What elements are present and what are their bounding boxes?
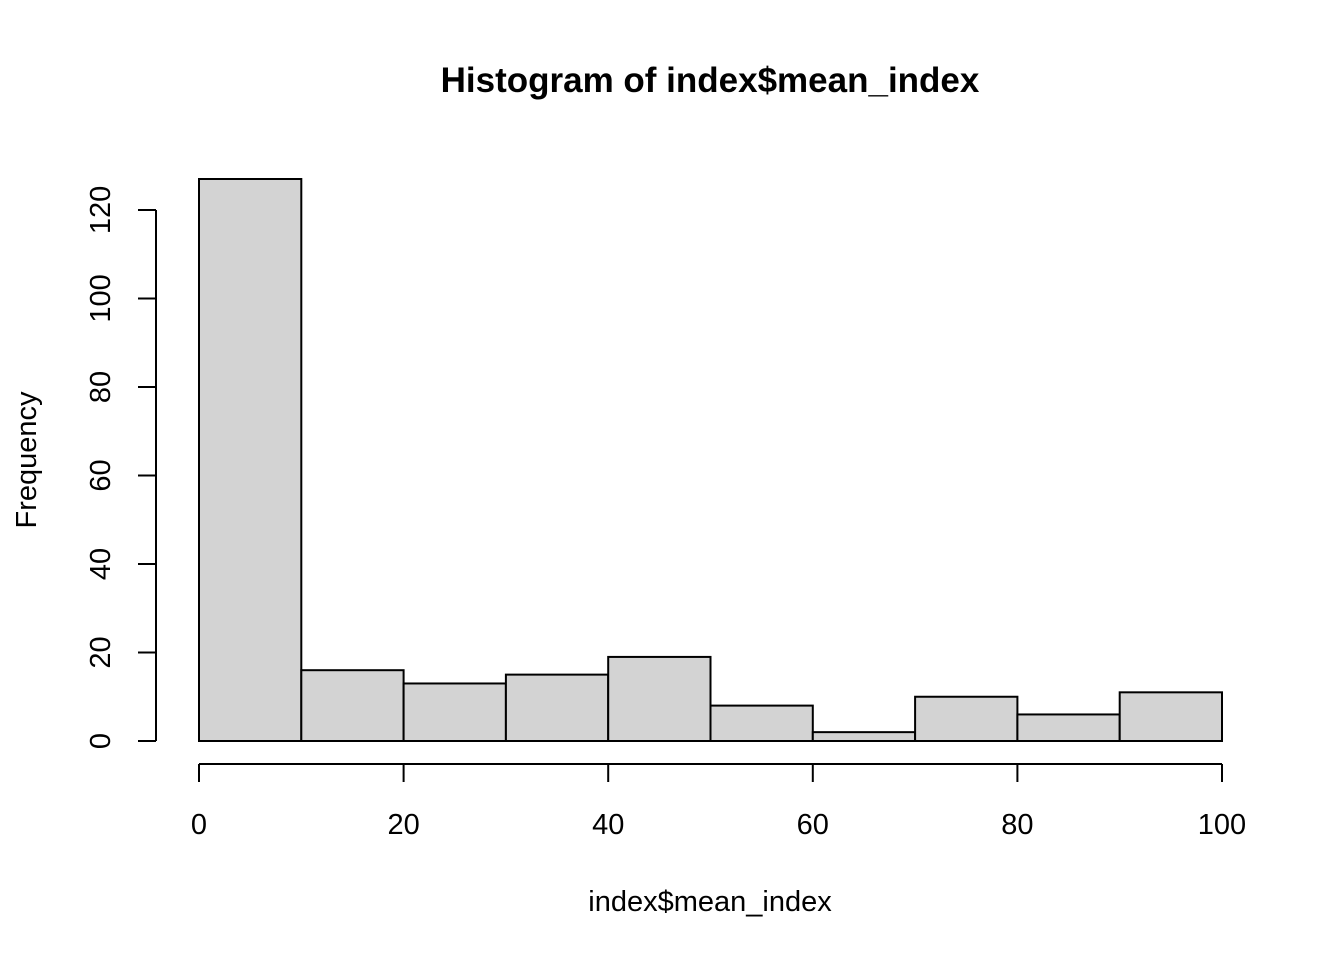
y-tick-label: 0 <box>85 733 117 749</box>
x-axis-label: index$mean_index <box>588 886 832 918</box>
x-tick-label: 80 <box>1001 809 1033 841</box>
y-tick-label: 120 <box>85 186 117 234</box>
bars-group <box>198 178 1223 743</box>
y-axis-label: Frequency <box>11 391 43 529</box>
y-tick-label: 20 <box>85 636 117 668</box>
histogram-bar <box>709 704 814 743</box>
histogram-bar <box>1118 691 1223 742</box>
x-tick-label: 100 <box>1198 809 1246 841</box>
chart-title: Histogram of index$mean_index <box>441 61 980 100</box>
x-tick-label: 20 <box>387 809 419 841</box>
histogram-bar <box>811 731 917 742</box>
y-tick-label: 80 <box>85 371 117 403</box>
y-axis: 0 20 40 60 80 100 120 <box>85 186 157 749</box>
histogram-bar <box>504 673 610 743</box>
x-tick-label: 40 <box>592 809 624 841</box>
histogram-bar <box>607 655 712 743</box>
y-tick-label: 60 <box>85 459 117 491</box>
y-tick-label: 100 <box>85 274 117 322</box>
histogram-bar <box>198 178 303 742</box>
y-tick-label: 40 <box>85 548 117 580</box>
x-tick-label: 0 <box>191 809 207 841</box>
histogram-bar <box>402 682 507 742</box>
histogram-bar <box>300 669 405 742</box>
histogram-bar <box>914 695 1019 743</box>
histogram-bar <box>1016 713 1121 742</box>
x-axis: 0 20 40 60 80 100 <box>191 763 1246 841</box>
x-tick-label: 60 <box>797 809 829 841</box>
